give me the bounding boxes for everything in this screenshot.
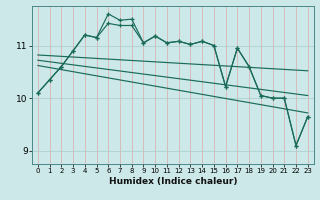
X-axis label: Humidex (Indice chaleur): Humidex (Indice chaleur) [108,177,237,186]
